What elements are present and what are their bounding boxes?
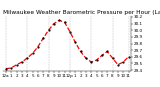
Text: Milwaukee Weather Barometric Pressure per Hour (Last 24 Hours): Milwaukee Weather Barometric Pressure pe… [3, 10, 160, 15]
